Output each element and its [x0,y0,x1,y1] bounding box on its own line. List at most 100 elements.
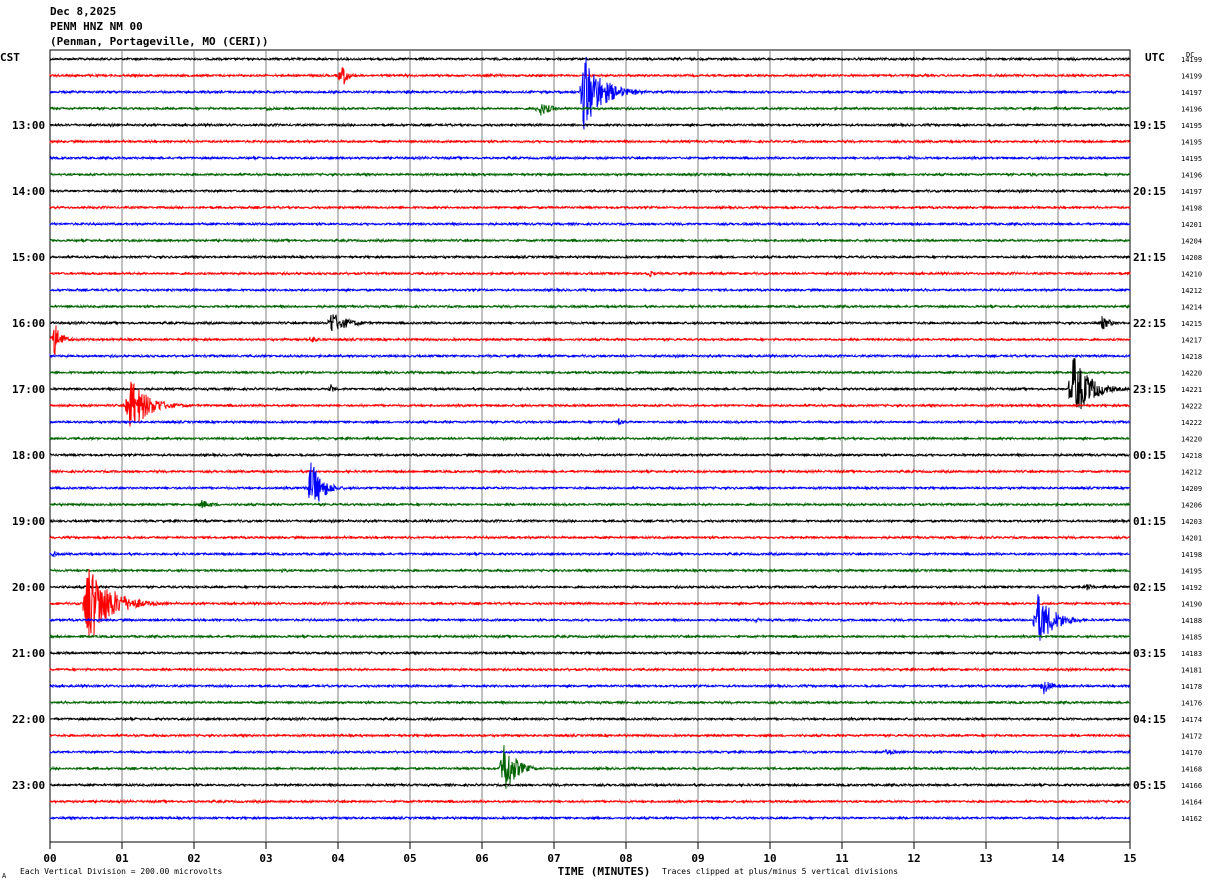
seismic-trace-28 [49,518,1131,524]
plot-frame [49,49,1131,843]
x-tick-label: 12 [907,852,920,865]
x-axis-title: TIME (MINUTES) [558,865,651,878]
seismic-trace-13 [49,270,1131,279]
utc-hour-label: 21:15 [1133,251,1166,264]
x-tick-label: 07 [547,852,560,865]
seismic-trace-9 [49,204,1131,211]
dc-offset-label: 14185 [1181,634,1202,642]
dc-offset-label: 14192 [1181,584,1202,592]
dc-offset-label: 14221 [1181,386,1202,394]
x-tick-label: 03 [259,852,272,865]
seismic-trace-12 [49,254,1131,260]
dc-offset-label: 14201 [1181,221,1202,229]
dc-offset-label: 14212 [1181,287,1202,295]
dc-offset-label: 14166 [1181,782,1202,790]
dc-offset-label: 14220 [1181,370,1202,378]
seismic-trace-25 [49,468,1131,475]
dc-offset-label: 14222 [1181,419,1202,427]
dc-offset-label: 14195 [1181,568,1202,576]
dc-offset-label: 14199 [1181,73,1202,81]
x-tick-label: 00 [43,852,56,865]
seismic-trace-34 [49,594,1131,641]
dc-offset-label: 14198 [1181,551,1202,559]
cst-hour-label: 21:00 [12,647,45,660]
seismic-trace-19 [49,369,1131,376]
dc-offset-label: 14188 [1181,617,1202,625]
utc-hour-label: 03:15 [1133,647,1166,660]
seismic-trace-16 [49,314,1131,332]
station-location: (Penman, Portageville, MO (CERI)) [50,35,269,48]
dc-offset-label: 14174 [1181,716,1202,724]
x-tick-label: 05 [403,852,416,865]
record-date: Dec 8,2025 [50,5,117,18]
seismic-trace-21 [49,381,1131,427]
seismic-trace-36 [49,650,1131,656]
dc-offset-label: 14195 [1181,155,1202,163]
seismic-trace-44 [49,782,1131,788]
seismic-trace-5 [49,138,1131,145]
scale-note: Each Vertical Division = 200.00 microvol… [20,867,223,876]
dc-offset-label: 14218 [1181,452,1202,460]
seismic-trace-27 [49,499,1131,509]
seismic-trace-2 [49,56,1131,130]
dc-offset-label: 14172 [1181,733,1202,741]
cst-hour-label: 19:00 [12,515,45,528]
dc-offset-label: 14178 [1181,683,1202,691]
seismic-trace-15 [49,303,1131,310]
seismic-trace-10 [49,221,1131,228]
dc-offset-label: 14170 [1181,749,1202,757]
seismic-trace-1 [49,66,1131,85]
utc-hour-label: 00:15 [1133,449,1166,462]
dc-offset-label: 14214 [1181,304,1202,312]
dc-offset-label: 14201 [1181,535,1202,543]
x-tick-label: 13 [979,852,992,865]
seismic-trace-3 [49,104,1131,116]
dc-offset-label: 14168 [1181,766,1202,774]
seismic-trace-41 [49,732,1131,739]
dc-offset-label: 14195 [1181,122,1202,130]
seismic-trace-4 [49,122,1131,128]
seismic-trace-38 [49,681,1131,695]
seismic-trace-20 [49,357,1131,410]
seismic-trace-37 [49,666,1131,673]
dc-offset-label: 14183 [1181,650,1202,658]
utc-hour-label: 05:15 [1133,779,1166,792]
dc-offset-label: 14190 [1181,601,1202,609]
seismic-trace-46 [49,815,1131,821]
x-tick-label: 09 [691,852,704,865]
dc-offset-label: 14162 [1181,815,1202,823]
x-tick-label: 08 [619,852,632,865]
dc-offset-label: 14196 [1181,106,1202,114]
x-tick-label: 02 [187,852,200,865]
dc-offset-label: 14203 [1181,518,1202,526]
utc-hour-label: 23:15 [1133,383,1166,396]
dc-offset-label: 14217 [1181,337,1202,345]
dc-offset-label: 14176 [1181,700,1202,708]
corner-mark: A [2,872,7,880]
cst-hour-label: 16:00 [12,317,45,330]
utc-hour-label: 04:15 [1133,713,1166,726]
dc-offset-label: 14196 [1181,172,1202,180]
cst-hour-label: 20:00 [12,581,45,594]
station-code: PENM HNZ NM 00 [50,20,143,33]
dc-offset-label: 14195 [1181,139,1202,147]
seismic-trace-0 [49,56,1131,62]
cst-hour-label: 22:00 [12,713,45,726]
x-tick-label: 10 [763,852,776,865]
dc-offset-label: 14215 [1181,320,1202,328]
dc-offset-label: 14209 [1181,485,1202,493]
seismic-trace-14 [49,287,1131,293]
dc-offset-label: 14208 [1181,254,1202,262]
dc-offset-label: 14164 [1181,799,1202,807]
dc-offset-label: 14212 [1181,469,1202,477]
seismic-trace-40 [49,716,1131,722]
seismic-trace-29 [49,534,1130,541]
seismic-trace-7 [49,171,1131,178]
utc-hour-label: 20:15 [1133,185,1166,198]
x-tick-label: 04 [331,852,345,865]
x-tick-label: 15 [1123,852,1136,865]
seismic-trace-32 [49,583,1131,591]
x-tick-label: 11 [835,852,849,865]
dc-offset-label: 14218 [1181,353,1202,361]
